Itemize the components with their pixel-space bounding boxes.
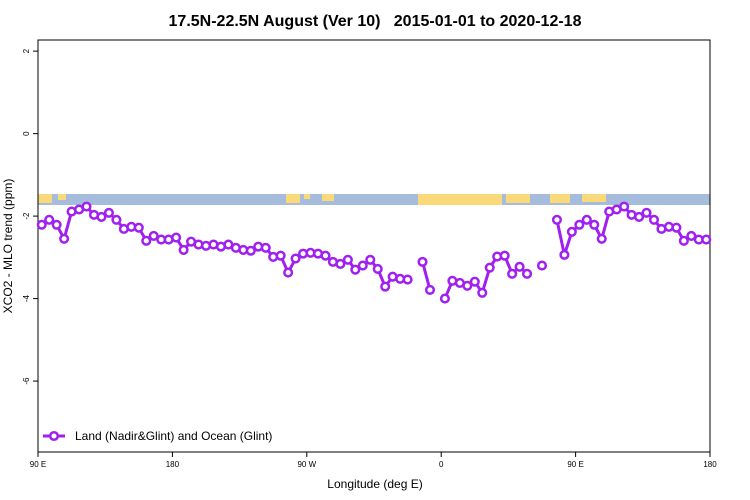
data-point xyxy=(686,230,697,241)
data-point xyxy=(320,250,331,261)
land-band xyxy=(506,194,530,203)
data-point xyxy=(507,268,518,279)
data-point xyxy=(469,276,480,287)
land-band xyxy=(58,194,66,200)
x-tick-label: 180 xyxy=(166,460,180,469)
data-point xyxy=(357,260,368,271)
land-band xyxy=(304,194,310,199)
data-point xyxy=(678,235,689,246)
data-point xyxy=(290,253,301,264)
data-point xyxy=(148,230,159,241)
data-point xyxy=(589,219,600,230)
y-tick-label: -6 xyxy=(22,377,31,385)
data-point xyxy=(701,234,712,245)
data-point xyxy=(372,263,383,274)
y-tick-label: 0 xyxy=(22,131,31,136)
legend-marker xyxy=(48,430,60,442)
y-tick-label: 2 xyxy=(22,48,31,53)
data-point xyxy=(477,287,488,298)
series-line xyxy=(40,204,707,300)
x-tick-label: 90 W xyxy=(297,460,316,469)
data-point xyxy=(111,214,122,225)
data-point xyxy=(245,245,256,256)
data-point xyxy=(365,254,376,265)
data-point xyxy=(44,214,55,225)
plot-frame xyxy=(37,39,711,453)
y-axis-label: XCO2 - MLO trend (ppm) xyxy=(1,179,15,314)
data-point xyxy=(514,261,525,272)
data-point xyxy=(581,214,592,225)
data-point xyxy=(439,293,450,304)
data-point xyxy=(141,235,152,246)
data-point xyxy=(634,211,645,222)
data-point xyxy=(559,249,570,260)
data-point xyxy=(417,256,428,267)
data-point xyxy=(133,222,144,233)
legend-label: Land (Nadir&Glint) and Ocean (Glint) xyxy=(75,429,272,443)
data-point xyxy=(522,268,533,279)
land-band xyxy=(286,194,300,203)
data-point xyxy=(342,254,353,265)
data-point xyxy=(424,284,436,295)
land-band xyxy=(322,194,334,201)
data-point xyxy=(380,281,391,292)
data-point xyxy=(484,262,495,273)
data-point xyxy=(402,274,413,285)
x-axis-label: Longitude (deg E) xyxy=(327,477,422,491)
land-band xyxy=(38,194,52,203)
data-point xyxy=(59,233,70,244)
data-point xyxy=(283,267,294,278)
data-point xyxy=(36,219,47,230)
data-point xyxy=(171,232,182,243)
data-point xyxy=(81,201,92,212)
chart-title: 17.5N-22.5N August (Ver 10) 2015-01-01 t… xyxy=(169,13,582,30)
data-point xyxy=(103,207,114,218)
y-tick-label: -4 xyxy=(22,294,31,302)
data-point xyxy=(641,207,652,218)
data-point xyxy=(51,219,62,230)
data-point xyxy=(260,242,271,253)
data-point xyxy=(596,233,607,244)
x-tick-label: 90 E xyxy=(567,460,583,469)
x-tick-label: 90 E xyxy=(30,460,46,469)
data-point xyxy=(551,214,562,225)
ocean-band xyxy=(38,194,710,205)
land-band xyxy=(550,194,570,203)
y-tick-label: -2 xyxy=(22,212,31,220)
data-point xyxy=(462,280,473,291)
data-point xyxy=(178,244,189,255)
data-point xyxy=(536,260,548,271)
data-point xyxy=(96,211,107,222)
data-point xyxy=(499,250,510,261)
land-ocean-strip xyxy=(38,194,710,205)
land-band xyxy=(582,194,606,202)
data-point xyxy=(335,258,346,269)
land-band xyxy=(418,194,502,205)
data-point xyxy=(574,219,585,230)
data-point xyxy=(350,264,361,275)
data-point xyxy=(566,226,577,237)
x-tick-label: 0 xyxy=(439,460,444,469)
x-tick-label: 180 xyxy=(703,460,717,469)
data-point xyxy=(671,222,682,233)
data-point xyxy=(648,214,660,225)
data-point xyxy=(619,201,630,212)
data-point xyxy=(275,250,286,261)
